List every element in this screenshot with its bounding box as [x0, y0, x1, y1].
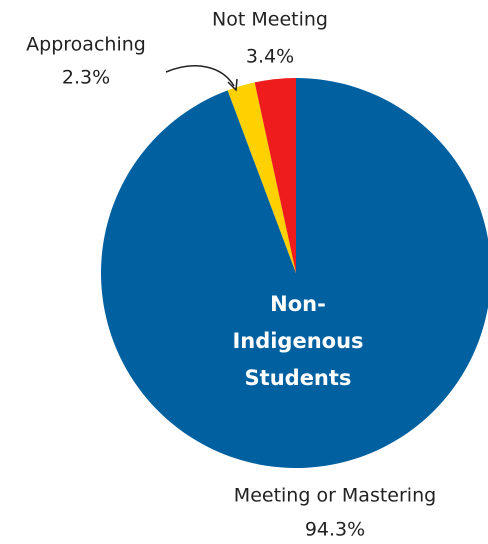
center-title: Indigenous [232, 329, 363, 353]
pie-slice [227, 82, 296, 274]
value-label: 2.3% [62, 67, 110, 89]
arrow-head [227, 78, 238, 92]
slice-label: Meeting or Mastering [234, 485, 436, 507]
value-label: 3.4% [246, 46, 294, 68]
value-label: 94.3% [305, 519, 365, 541]
pie-slice [101, 78, 488, 468]
leader-arrow [165, 65, 235, 87]
slice-label: Approaching [26, 34, 146, 56]
slice-label: Not Meeting [212, 9, 328, 31]
slices [101, 78, 488, 468]
pie-slice [254, 78, 296, 273]
center-title: Non- [270, 292, 326, 316]
center-title: Students [245, 366, 352, 390]
